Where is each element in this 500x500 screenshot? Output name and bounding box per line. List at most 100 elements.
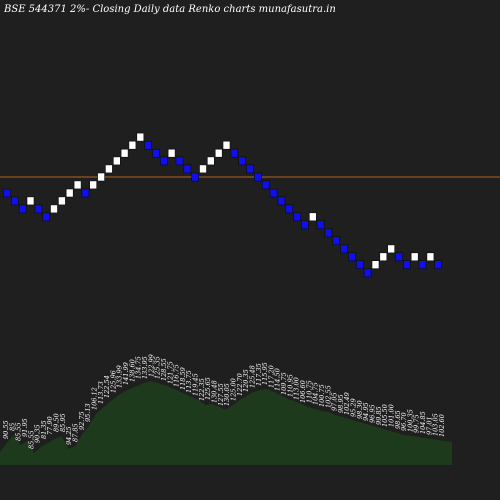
volume-label: 102.60 xyxy=(438,414,446,437)
renko-brick-down xyxy=(277,196,286,206)
volume-label: 85.95 xyxy=(59,413,67,432)
volume-label: 98.95 xyxy=(337,394,345,413)
renko-brick-down xyxy=(418,260,427,270)
volume-label: 114.50 xyxy=(274,368,282,391)
volume-label: 101.00 xyxy=(387,404,395,427)
volume-label: 138.60 xyxy=(128,359,136,382)
renko-brick-down xyxy=(246,164,254,174)
volume-label: 128.55 xyxy=(160,358,168,381)
volume-label: 90.35 xyxy=(34,424,42,443)
volume-label: 120.35 xyxy=(242,369,250,392)
volume-label: 103.05 xyxy=(432,413,440,436)
renko-brick-down xyxy=(3,188,11,198)
renko-brick-up xyxy=(97,172,105,182)
volume-label: 113.75 xyxy=(185,370,193,393)
renko-brick-down xyxy=(191,172,199,182)
volume-label: 113.00 xyxy=(293,377,301,400)
volume-label: 85.55 xyxy=(27,430,35,449)
renko-bricks-layer xyxy=(3,132,443,278)
volume-label: 119.45 xyxy=(192,373,200,396)
volume-label: 122.35 xyxy=(198,378,206,401)
volume-label: 99.85 xyxy=(375,406,383,425)
volume-label: 94.25 xyxy=(65,426,73,445)
renko-brick-up xyxy=(379,252,388,262)
renko-brick-down xyxy=(11,196,19,206)
volume-label: 133.99 xyxy=(116,365,124,388)
renko-brick-up xyxy=(65,188,74,198)
renko-brick-up xyxy=(50,204,58,214)
renko-brick-down xyxy=(363,268,372,278)
volume-label: 118.59 xyxy=(179,367,187,390)
renko-brick-down xyxy=(395,252,403,262)
volume-label: 125.35 xyxy=(154,356,162,379)
volume-label: 96.70 xyxy=(400,412,408,431)
volume-label: 104.75 xyxy=(312,382,320,405)
renko-brick-up xyxy=(58,196,66,206)
volume-label: 109.75 xyxy=(280,372,288,395)
volume-label: 81.35 xyxy=(40,420,48,439)
renko-brick-up xyxy=(167,148,176,158)
renko-brick-up xyxy=(410,252,419,262)
volume-label: 90.55 xyxy=(2,420,10,439)
renko-brick-up xyxy=(308,212,317,222)
volume-label: 85.55 xyxy=(15,422,23,441)
volume-label: 102.49 xyxy=(343,392,351,415)
renko-brick-down xyxy=(183,164,192,174)
volume-label: 133.95 xyxy=(141,356,149,379)
renko-brick-down xyxy=(402,260,411,270)
renko-brick-down xyxy=(301,220,309,230)
volume-label: 105.50 xyxy=(381,404,389,427)
renko-brick-down xyxy=(34,204,43,214)
volume-label: 127.55 xyxy=(217,383,225,406)
renko-brick-up xyxy=(89,180,97,190)
volume-label: 113.73 xyxy=(97,381,105,404)
volume-label: 130.05 xyxy=(223,383,231,406)
renko-brick-up xyxy=(73,180,82,190)
renko-brick-down xyxy=(42,212,51,222)
renko-brick-down xyxy=(81,188,90,198)
volume-label: 91.95 xyxy=(21,418,29,437)
renko-brick-down xyxy=(238,156,246,166)
volume-label: 117.35 xyxy=(255,363,263,386)
volume-label: 121.75 xyxy=(166,361,174,384)
volume-label: 92.75 xyxy=(78,411,86,430)
renko-brick-down xyxy=(332,236,341,246)
renko-brick-up xyxy=(113,156,121,166)
renko-brick-up xyxy=(222,140,231,150)
volume-label: 100.35 xyxy=(406,409,414,432)
renko-brick-down xyxy=(269,188,278,198)
volume-label: 125.48 xyxy=(248,365,256,388)
volume-area xyxy=(0,381,452,465)
volume-label: 98.65 xyxy=(394,410,402,429)
renko-brick-down xyxy=(261,180,270,190)
volume-label: 125.00 xyxy=(230,378,238,401)
volume-label: 122.54 xyxy=(103,375,111,398)
volume-label: 85 xyxy=(8,423,16,431)
volume-area-layer xyxy=(0,381,452,465)
renko-brick-down xyxy=(293,212,301,222)
volume-label: 110.75 xyxy=(305,380,313,403)
volume-label: 115.95 xyxy=(261,362,269,385)
renko-brick-down xyxy=(355,260,364,270)
chart-title: BSE 544371 2%- Closing Daily data Renko … xyxy=(3,4,336,15)
volume-labels-layer: 90.558585.5591.9585.5590.3581.3577.9089.… xyxy=(2,354,446,449)
renko-brick-down xyxy=(175,156,184,166)
volume-label: 134.75 xyxy=(135,356,143,379)
renko-brick-up xyxy=(136,132,145,142)
renko-brick-up xyxy=(120,148,129,158)
volume-label: 87.85 xyxy=(72,423,80,442)
renko-brick-down xyxy=(18,204,27,214)
renko-brick-up xyxy=(207,156,215,166)
renko-brick-down xyxy=(160,156,168,166)
renko-brick-down xyxy=(434,260,443,270)
renko-brick-up xyxy=(387,244,396,254)
volume-label: 106.60 xyxy=(299,380,307,403)
volume-label: 122.99 xyxy=(147,354,155,377)
volume-label: 89.50 xyxy=(53,413,61,432)
volume-label: 110.95 xyxy=(286,374,294,397)
volume-label: 97.05 xyxy=(331,392,339,411)
renko-brick-down xyxy=(152,148,160,158)
volume-label: 95.29 xyxy=(350,398,358,417)
volume-label: 98.30 xyxy=(356,400,364,419)
